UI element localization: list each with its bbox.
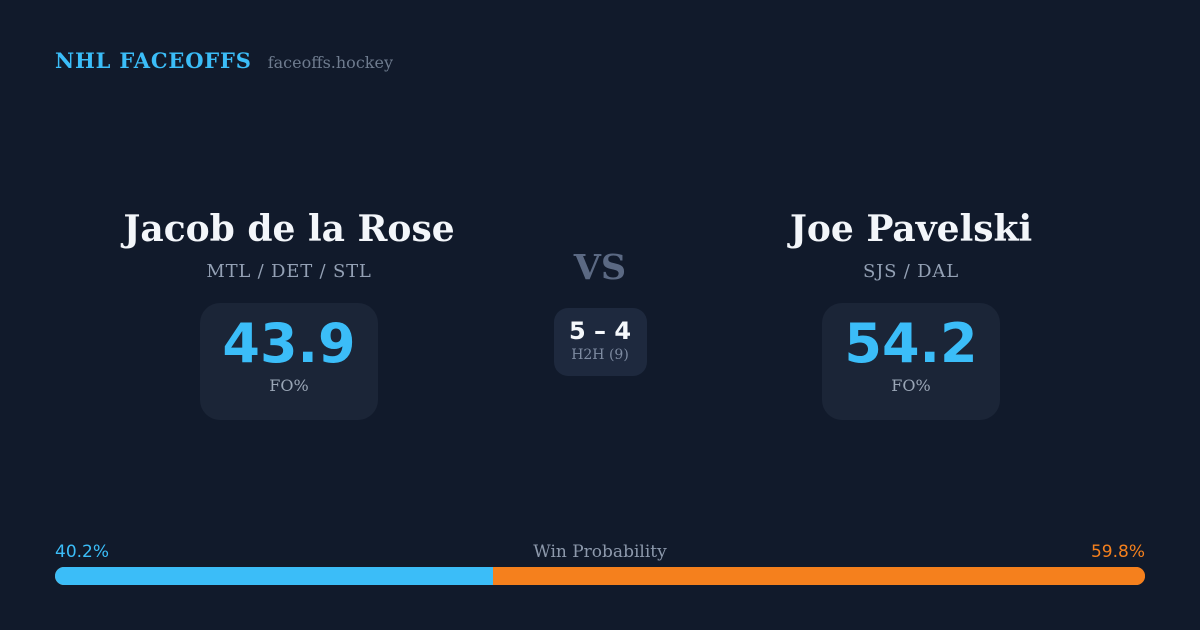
player-left-teams: MTL / DET / STL: [206, 261, 372, 282]
win-probability-bar-right-segment: [493, 567, 1145, 585]
vs-section: VS 5 – 4 H2H (9): [489, 248, 711, 376]
player-right-section: Joe Pavelski SJS / DAL 54.2 FO%: [622, 206, 1200, 420]
player-right-teams: SJS / DAL: [863, 261, 959, 282]
win-probability-left-pct: 40.2%: [55, 542, 110, 562]
header: NHL FACEOFFS faceoffs.hockey: [55, 48, 393, 73]
brand-title: NHL FACEOFFS: [55, 48, 252, 73]
win-probability-title: Win Probability: [533, 542, 667, 562]
player-right-fo-card: 54.2 FO%: [822, 303, 1000, 420]
win-probability-bar: [55, 567, 1145, 585]
player-left-section: Jacob de la Rose MTL / DET / STL 43.9 FO…: [0, 206, 578, 420]
player-left-fo-card: 43.9 FO%: [200, 303, 378, 420]
player-right-fo-label: FO%: [891, 376, 931, 395]
win-probability-labels: 40.2% Win Probability 59.8%: [55, 542, 1145, 564]
player-left-fo-label: FO%: [269, 376, 309, 395]
win-probability-bar-left-segment: [55, 567, 494, 585]
win-probability-right-pct: 59.8%: [1090, 542, 1145, 562]
h2h-score: 5 – 4: [568, 317, 632, 345]
h2h-card: 5 – 4 H2H (9): [553, 308, 647, 376]
site-url: faceoffs.hockey: [267, 53, 393, 72]
player-left-fo-value: 43.9: [222, 312, 356, 375]
h2h-label: H2H (9): [571, 347, 629, 363]
player-right-name: Joe Pavelski: [789, 208, 1033, 250]
vs-label: VS: [573, 247, 627, 288]
player-left-name: Jacob de la Rose: [123, 208, 455, 250]
player-right-fo-value: 54.2: [844, 312, 978, 375]
